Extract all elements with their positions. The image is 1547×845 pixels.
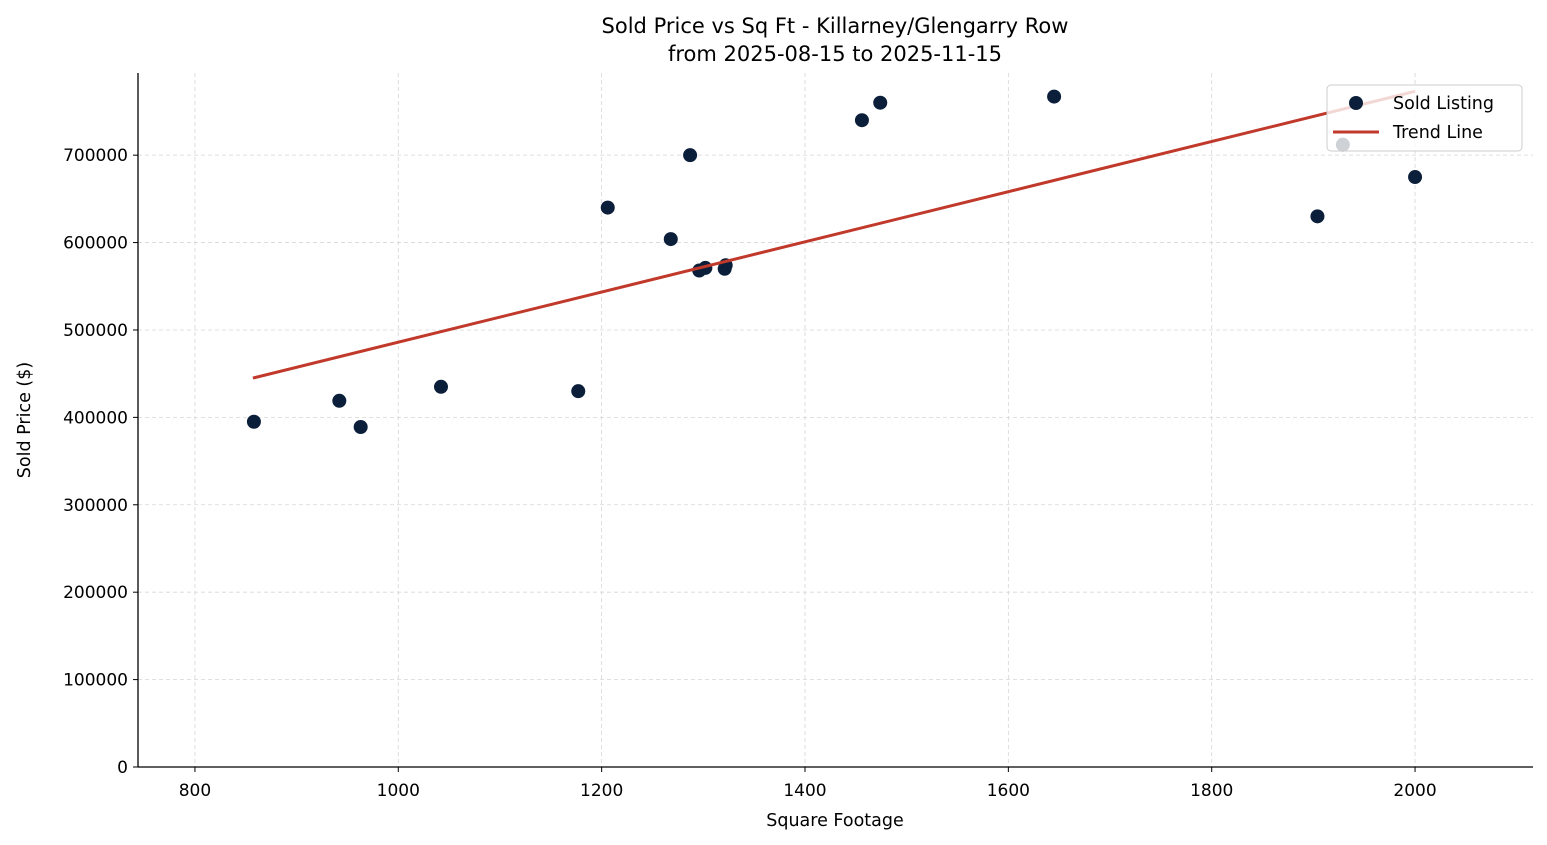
data-point [717, 261, 732, 276]
y-tick-label: 400000 [63, 408, 128, 428]
data-point [600, 200, 615, 215]
y-axis-label: Sold Price ($) [15, 362, 35, 478]
data-point [332, 393, 347, 408]
data-point [854, 113, 869, 128]
y-tick-label: 600000 [63, 234, 128, 254]
legend-label-sold: Sold Listing [1393, 94, 1494, 114]
x-axis-label: Square Footage [766, 811, 904, 831]
data-point [873, 95, 888, 110]
data-point [1047, 89, 1062, 104]
x-tick-label: 800 [179, 781, 211, 801]
y-tick-label: 700000 [63, 146, 128, 166]
y-tick-label: 0 [117, 758, 128, 778]
y-tick-label: 100000 [63, 671, 128, 691]
legend: Sold Listing Trend Line [1326, 84, 1523, 152]
x-tick-label: 1000 [377, 781, 420, 801]
x-tick-label: 1200 [580, 781, 623, 801]
legend-label-trend: Trend Line [1392, 123, 1483, 143]
data-point [433, 379, 448, 394]
x-tick-label: 2000 [1393, 781, 1436, 801]
data-point [663, 232, 678, 247]
y-tick-label: 300000 [63, 496, 128, 516]
chart-subtitle: from 2025-08-15 to 2025-11-15 [668, 42, 1002, 66]
data-point [571, 384, 586, 399]
y-tick-label: 500000 [63, 321, 128, 341]
y-tick-label: 200000 [63, 583, 128, 603]
x-tick-label: 1400 [783, 781, 826, 801]
chart-title: Sold Price vs Sq Ft - Killarney/Glengarr… [602, 14, 1069, 38]
data-point [1408, 170, 1423, 185]
data-point [683, 148, 698, 163]
data-point [353, 419, 368, 434]
data-point [246, 414, 261, 429]
x-tick-label: 1600 [987, 781, 1030, 801]
legend-marker-sold [1349, 96, 1363, 110]
legend-box [1326, 84, 1523, 152]
trend-line [252, 89, 1416, 380]
x-tick-label: 1800 [1190, 781, 1233, 801]
data-point [1310, 209, 1325, 224]
